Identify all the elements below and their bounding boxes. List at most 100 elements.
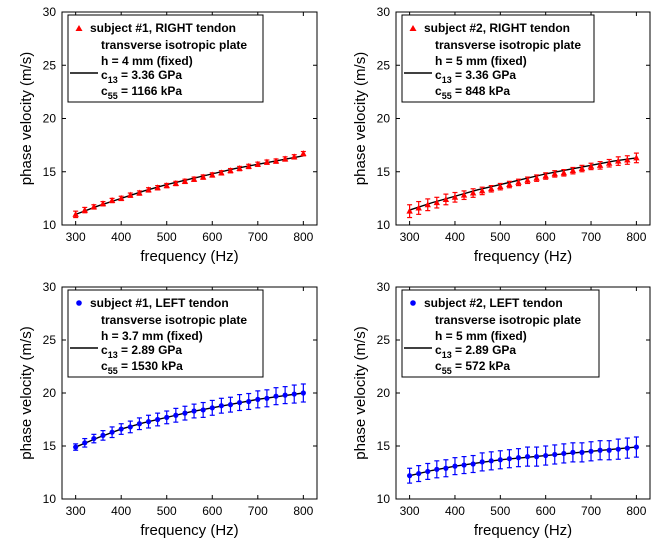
x-axis-label: frequency (Hz) xyxy=(140,522,238,539)
x-tick-label: 400 xyxy=(445,230,465,244)
x-tick-label: 300 xyxy=(400,504,420,518)
legend: subject #1, RIGHT tendon transverse isotr… xyxy=(67,14,264,103)
legend-model-label: transverse isotropic plate xyxy=(101,313,247,327)
data-point xyxy=(99,200,107,207)
legend-param-c13-value: = 3.36 GPa xyxy=(118,68,183,82)
data-point xyxy=(470,461,476,467)
data-point xyxy=(81,206,88,213)
legend-measured-label: subject #1, RIGHT tendon xyxy=(90,21,236,35)
data-point xyxy=(291,391,297,397)
data-point xyxy=(108,197,116,204)
legend: subject #1, LEFT tendon transverse isotro… xyxy=(67,289,264,378)
data-point xyxy=(245,162,252,169)
legend-param-c55: c55 = 572 kPa xyxy=(435,359,510,376)
legend-box xyxy=(401,14,595,103)
legend-param-c13-base: c xyxy=(101,68,108,82)
data-point xyxy=(154,184,161,191)
data-point xyxy=(543,452,549,459)
y-tick-label: 10 xyxy=(43,218,57,232)
data-point xyxy=(560,169,568,176)
data-point xyxy=(434,466,440,472)
data-point xyxy=(72,210,79,217)
data-point xyxy=(127,424,133,430)
y-tick-label: 15 xyxy=(377,165,391,179)
model-curve xyxy=(75,392,304,448)
data-point xyxy=(236,399,243,406)
legend-param-c13-sub: 13 xyxy=(108,75,118,85)
x-tick-label: 800 xyxy=(293,504,313,518)
legend-param-c13-base: c xyxy=(435,68,442,82)
legend-marker xyxy=(75,25,83,31)
data-point xyxy=(624,156,631,163)
data-point xyxy=(155,416,161,423)
data-point xyxy=(515,178,522,185)
legend-measured-label: subject #1, LEFT tendon xyxy=(90,296,229,310)
legend-measured-label: subject #2, LEFT tendon xyxy=(424,296,563,310)
data-point xyxy=(190,175,198,182)
data-point xyxy=(282,392,288,398)
data-point xyxy=(488,458,494,464)
legend-param-c55-value: = 1530 kPa xyxy=(118,359,183,373)
data-point xyxy=(534,454,540,460)
legend-param-h: h = 5 mm (fixed) xyxy=(435,329,527,343)
data-point xyxy=(460,191,468,198)
data-point xyxy=(273,393,279,399)
data-point xyxy=(200,407,206,413)
x-tick-label: 600 xyxy=(536,230,556,244)
data-point xyxy=(579,449,585,455)
panel-bottom-left: 300 400 500 600 700 800 10 15 20 25 30 frequency (H… xyxy=(18,280,318,539)
data-point xyxy=(90,203,98,210)
y-tick-label: 30 xyxy=(43,280,57,294)
legend-measured-label: subject #2, RIGHT tendon xyxy=(424,21,570,35)
data-point xyxy=(569,167,577,174)
legend-param-c13: c13 = 2.89 GPa xyxy=(435,343,516,360)
y-tick-label: 10 xyxy=(377,492,391,506)
data-point xyxy=(181,177,189,184)
legend-param-c55-base: c xyxy=(435,359,442,373)
x-tick-label: 500 xyxy=(490,230,510,244)
x-tick-label: 600 xyxy=(536,504,556,518)
legend-param-c55: c55 = 1166 kPa xyxy=(101,84,182,101)
y-tick-label: 20 xyxy=(377,386,391,400)
data-point xyxy=(191,408,197,414)
data-point xyxy=(588,448,594,454)
legend-model-label: transverse isotropic plate xyxy=(101,38,247,52)
data-point xyxy=(118,426,124,432)
data-point xyxy=(182,410,188,416)
y-tick-label: 25 xyxy=(377,333,391,347)
data-point xyxy=(551,170,558,177)
data-point xyxy=(497,183,504,190)
x-tick-label: 500 xyxy=(490,504,510,518)
legend-model-label: transverse isotropic plate xyxy=(435,313,581,327)
data-point xyxy=(291,153,298,160)
legend-param-c13-sub: 13 xyxy=(108,350,118,360)
legend-param-c55-sub: 55 xyxy=(108,91,118,101)
x-tick-label: 500 xyxy=(157,230,177,244)
y-axis-label: phase velocity (m/s) xyxy=(352,326,369,459)
data-point xyxy=(255,396,261,402)
data-point xyxy=(236,165,243,172)
data-point xyxy=(587,162,595,169)
legend-param-c55: c55 = 1530 kPa xyxy=(101,359,183,376)
data-point xyxy=(542,172,549,179)
y-axis-label: phase velocity (m/s) xyxy=(18,326,35,459)
legend-param-c55-value: = 572 kPa xyxy=(452,359,511,373)
data-point xyxy=(415,204,422,211)
legend-param-c55-base: c xyxy=(101,359,108,373)
legend-model-label: transverse isotropic plate xyxy=(435,38,581,52)
y-tick-label: 30 xyxy=(43,5,57,19)
data-point xyxy=(172,179,180,186)
data-point xyxy=(209,171,216,178)
x-tick-label: 800 xyxy=(626,504,646,518)
y-tick-label: 10 xyxy=(377,218,391,232)
data-point xyxy=(451,193,459,200)
legend-param-h: h = 5 mm (fixed) xyxy=(435,54,527,68)
y-tick-label: 30 xyxy=(377,280,391,294)
legend-box xyxy=(67,14,264,103)
legend-param-c55: c55 = 848 kPa xyxy=(435,84,510,101)
data-point xyxy=(145,419,152,425)
y-tick-label: 20 xyxy=(43,386,57,400)
x-tick-label: 700 xyxy=(248,230,268,244)
data-point xyxy=(615,446,621,452)
legend-marker xyxy=(76,300,82,306)
